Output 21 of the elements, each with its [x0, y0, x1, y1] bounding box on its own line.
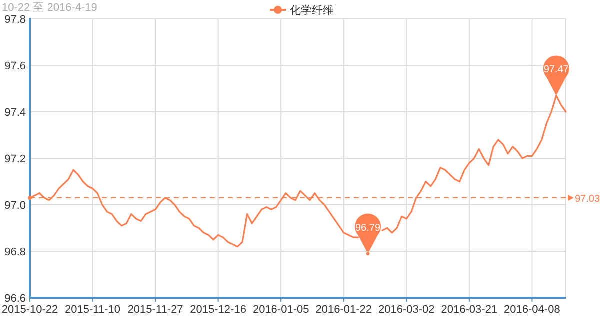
y-tick-label: 97.2: [4, 154, 26, 166]
x-tick-label: 2015-10-22: [2, 304, 58, 316]
y-tick-label: 96.6: [4, 293, 26, 305]
x-tick-label: 2016-04-08: [504, 304, 560, 316]
x-tick-label: 2016-01-22: [316, 304, 372, 316]
y-tick-label: 97.8: [4, 14, 26, 26]
x-tick-label: 2015-11-10: [65, 304, 120, 316]
annotation: 96.79: [356, 222, 381, 234]
x-tick-label: 2015-12-16: [190, 304, 246, 316]
annotation: 97.47: [544, 64, 570, 76]
x-tick-label: 2016-03-02: [378, 304, 435, 316]
legend-label: 化学纤维: [290, 4, 334, 17]
x-tick-label: 2016-03-21: [441, 304, 498, 316]
ref-line-label: 97.03: [575, 194, 600, 206]
y-tick-label: 97.6: [4, 60, 26, 72]
x-tick-label: 2015-11-27: [128, 304, 184, 316]
y-tick-label: 96.8: [4, 246, 26, 258]
x-tick-label: 2016-01-05: [252, 304, 310, 316]
y-tick-label: 97.4: [4, 107, 26, 119]
y-tick-label: 97.0: [4, 200, 26, 212]
chart-title: 10-22 至 2016-4-19: [2, 2, 98, 14]
